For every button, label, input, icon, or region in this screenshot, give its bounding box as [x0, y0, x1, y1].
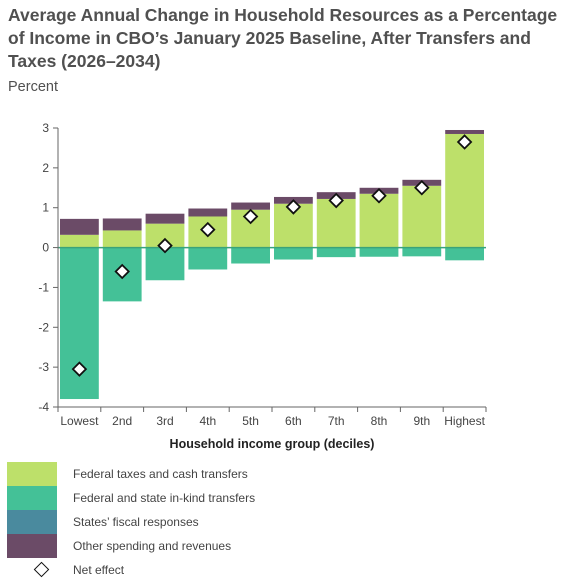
legend-label-states-fiscal: States’ fiscal responses — [73, 515, 199, 529]
y-tick-label: 2 — [42, 161, 49, 175]
legend-item-in-kind: Federal and state in-kind transfers — [7, 486, 427, 510]
chart-title: Average Annual Change in Household Resou… — [8, 5, 558, 71]
net-effect-diamond-4 — [200, 221, 216, 238]
x-tick-label: 2nd — [112, 414, 132, 428]
net-effect-diamond-10 — [456, 134, 473, 150]
bar-other-5 — [231, 202, 270, 210]
net-effect-diamond-2 — [114, 263, 130, 280]
legend-item-other: Other spending and revenues — [7, 534, 427, 558]
y-tick-label: 3 — [42, 121, 49, 135]
legend-label-taxes-transfers: Federal taxes and cash transfers — [73, 467, 248, 481]
legend-swatch-states-fiscal — [7, 510, 57, 534]
bar-taxes-transfers-9 — [402, 185, 442, 248]
x-tick-label: 3rd — [156, 414, 173, 428]
bar-taxes-transfers-1 — [60, 234, 99, 248]
bar-in-kind-8 — [359, 247, 399, 257]
y-axis-unit-label: Percent — [8, 79, 58, 95]
x-tick-label: 8th — [371, 414, 388, 428]
legend-swatch-taxes-transfers — [7, 462, 57, 486]
y-tick-label: 1 — [42, 201, 49, 215]
x-tick-label: Lowest — [60, 414, 99, 428]
bar-taxes-transfers-2 — [102, 230, 142, 248]
bar-in-kind-9 — [402, 247, 442, 257]
bar-in-kind-7 — [316, 247, 356, 258]
bar-other-1 — [60, 218, 99, 235]
legend-item-taxes-transfers: Federal taxes and cash transfers — [7, 462, 427, 486]
legend-item-states-fiscal: States’ fiscal responses — [7, 510, 427, 534]
bar-other-4 — [188, 208, 228, 217]
x-tick-label: Highest — [444, 414, 485, 428]
legend-label-net-effect: Net effect — [73, 563, 125, 577]
stacked-bar-chart: -4 -3 -2 -1 0 1 2 3 Lowest 2nd 3rd 4th 5th 6th 7th 8th… — [38, 121, 487, 451]
x-axis: Lowest 2nd 3rd 4th 5th 6th 7th 8th 9th Highest — [57, 406, 487, 428]
y-tick-label: -1 — [38, 280, 49, 294]
bar-in-kind-10 — [445, 247, 484, 261]
net-effect-diamond-8 — [371, 187, 387, 204]
bar-taxes-transfers-3 — [145, 223, 185, 248]
legend-item-net-effect: Net effect — [7, 558, 427, 582]
net-effect-diamond-1 — [71, 361, 88, 377]
legend-swatch-other — [7, 534, 57, 558]
bar-other-10 — [445, 129, 484, 134]
legend-swatch-in-kind — [7, 486, 57, 510]
y-tick-label: -2 — [38, 320, 49, 334]
bar-in-kind-6 — [274, 247, 313, 260]
net-effect-diamond-3 — [157, 237, 173, 254]
net-effect-diamond-7 — [328, 192, 344, 209]
bar-other-3 — [145, 213, 185, 224]
diamond-icon — [33, 561, 50, 578]
x-tick-label: 7th — [328, 414, 345, 428]
legend-label-other: Other spending and revenues — [73, 539, 232, 553]
bar-taxes-transfers-10 — [445, 133, 484, 248]
x-tick-label: 6th — [285, 414, 302, 428]
x-axis-title: Household income group (deciles) — [170, 437, 375, 451]
x-tick-label: 4th — [199, 414, 216, 428]
net-effect-diamond-9 — [414, 180, 430, 196]
y-tick-label: -3 — [38, 360, 49, 374]
net-effect-markers — [71, 134, 473, 377]
y-tick-label: 0 — [42, 241, 49, 255]
x-tick-label: 9th — [413, 414, 430, 428]
x-tick-label: 5th — [242, 414, 259, 428]
net-effect-diamond-5 — [242, 208, 259, 225]
legend-label-in-kind: Federal and state in-kind transfers — [73, 491, 256, 505]
y-axis: -4 -3 -2 -1 0 1 2 3 — [38, 121, 59, 414]
net-effect-diamond-6 — [285, 199, 302, 215]
y-tick-label: -4 — [38, 400, 49, 414]
bar-in-kind-4 — [188, 247, 228, 270]
bar-in-kind-5 — [231, 247, 270, 264]
bar-other-2 — [102, 218, 142, 231]
